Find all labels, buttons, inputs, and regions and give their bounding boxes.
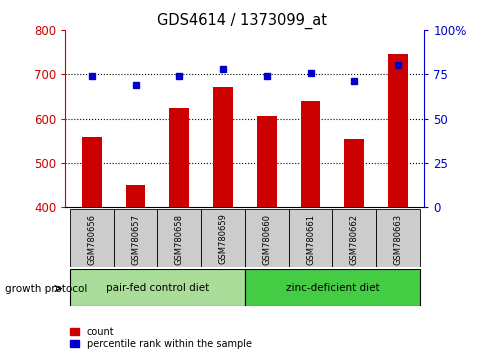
- Bar: [300, 101, 320, 207]
- Text: GDS4614 / 1373099_at: GDS4614 / 1373099_at: [157, 12, 327, 29]
- Bar: [213, 87, 232, 207]
- Text: GSM780660: GSM780660: [262, 213, 271, 264]
- Bar: [332, 209, 376, 267]
- Bar: [201, 209, 244, 267]
- Bar: [244, 209, 288, 267]
- Text: zinc-deficient diet: zinc-deficient diet: [285, 282, 378, 293]
- Bar: [70, 209, 113, 267]
- Text: pair-fed control diet: pair-fed control diet: [106, 282, 209, 293]
- Text: GSM780658: GSM780658: [174, 213, 183, 264]
- Bar: [113, 209, 157, 267]
- Text: GSM780662: GSM780662: [349, 213, 358, 264]
- Bar: [82, 137, 101, 207]
- Bar: [344, 139, 363, 207]
- Bar: [70, 269, 244, 306]
- Text: GSM780661: GSM780661: [305, 213, 315, 264]
- Bar: [125, 185, 145, 207]
- Legend: count, percentile rank within the sample: count, percentile rank within the sample: [70, 327, 251, 349]
- Bar: [376, 209, 419, 267]
- Bar: [388, 55, 407, 207]
- Bar: [157, 209, 201, 267]
- Bar: [169, 108, 189, 207]
- Bar: [257, 116, 276, 207]
- Bar: [288, 209, 332, 267]
- Text: GSM780659: GSM780659: [218, 213, 227, 264]
- Bar: [244, 269, 419, 306]
- Text: GSM780657: GSM780657: [131, 213, 140, 264]
- Text: GSM780656: GSM780656: [87, 213, 96, 264]
- Text: GSM780663: GSM780663: [393, 213, 402, 265]
- Text: growth protocol: growth protocol: [5, 284, 87, 293]
